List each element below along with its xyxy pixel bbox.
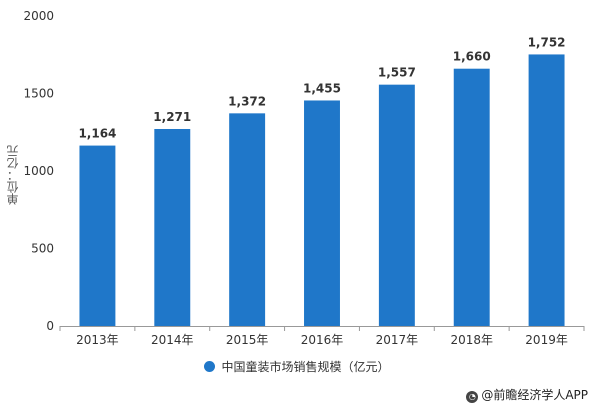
x-tick-label: 2018年 bbox=[450, 333, 493, 347]
data-label: 1,455 bbox=[303, 81, 341, 95]
data-label: 1,660 bbox=[453, 50, 491, 64]
y-tick-label: 0 bbox=[46, 319, 54, 333]
x-tick-label: 2016年 bbox=[301, 333, 344, 347]
x-tick-label: 2017年 bbox=[376, 333, 419, 347]
x-tick-label: 2019年 bbox=[525, 333, 568, 347]
y-axis-label: 单位：亿元 bbox=[6, 145, 20, 205]
x-tick-label: 2014年 bbox=[151, 333, 194, 347]
bar bbox=[304, 100, 340, 326]
bar bbox=[528, 54, 565, 326]
data-label: 1,271 bbox=[153, 110, 191, 124]
app-logo-icon: ◔ bbox=[466, 391, 479, 403]
bar bbox=[453, 68, 490, 326]
x-tick-label: 2015年 bbox=[226, 333, 269, 347]
bar bbox=[154, 128, 191, 326]
bar bbox=[79, 145, 116, 326]
data-label: 1,752 bbox=[528, 35, 566, 49]
data-label: 1,372 bbox=[228, 94, 266, 108]
source-credit-text: @前瞻经济学人APP bbox=[481, 388, 588, 402]
y-tick-label: 2000 bbox=[23, 9, 54, 23]
bar bbox=[229, 113, 266, 326]
y-tick-label: 1500 bbox=[23, 87, 54, 101]
legend-label: 中国童装市场销售规模（亿元） bbox=[221, 360, 390, 374]
data-label: 1,164 bbox=[78, 127, 116, 141]
source-credit: ◔ @前瞻经济学人APP bbox=[466, 386, 588, 403]
bar bbox=[378, 84, 415, 326]
y-tick-label: 1000 bbox=[23, 164, 54, 178]
x-tick-label: 2013年 bbox=[76, 333, 119, 347]
y-tick-label: 500 bbox=[31, 242, 54, 256]
legend: 中国童装市场销售规模（亿元） bbox=[0, 358, 594, 375]
data-label: 1,557 bbox=[378, 66, 416, 80]
legend-marker bbox=[204, 361, 216, 372]
